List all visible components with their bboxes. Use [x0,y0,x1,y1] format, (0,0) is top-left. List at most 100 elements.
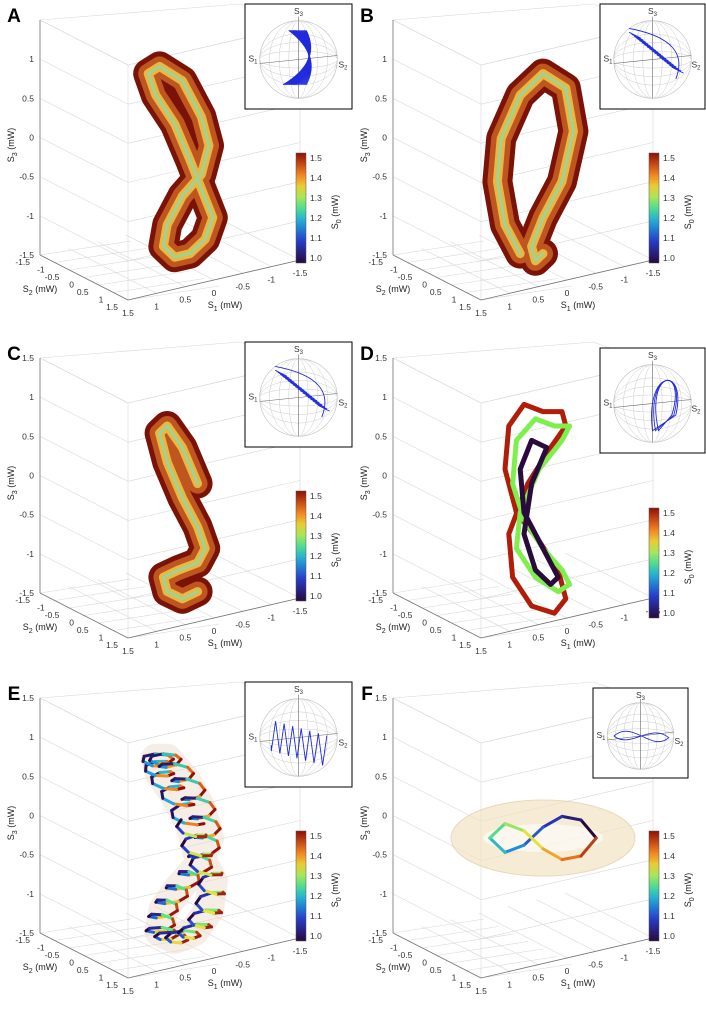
colorbar-tick-label: 1.2 [310,213,322,223]
z-tick-label: 1.5 [375,353,387,363]
y-tick-label: 1.5 [106,640,118,650]
sphere-axis [259,393,338,402]
z-tick-label: -1 [379,549,387,559]
y-tick-label: -1.5 [368,935,383,945]
gridline [407,926,499,941]
x-tick-label: 0.5 [532,295,544,305]
y-tick-label: -0.5 [45,272,60,282]
inset-path [666,62,679,70]
inset-path [274,369,288,377]
y-tick-label: 0.5 [77,287,89,297]
gridline [422,255,514,271]
gridline [154,906,243,952]
inset-path [644,44,657,51]
y-tick-label: 0 [422,958,427,968]
wall-edge [392,341,594,359]
gridline [478,912,568,959]
panel-label: D [360,344,374,365]
axes-box [39,681,301,979]
colorbar-tick-label: 1.0 [663,608,675,618]
inset-trajectory [274,365,330,418]
inset-label-s2: S2 [338,398,348,410]
inset-path [317,404,330,412]
gridline [392,776,482,822]
x-axis-label: S1 (mW) [208,978,242,991]
x-tick-label: 1 [507,979,512,989]
gridline [97,919,186,965]
helix-segment [175,818,183,828]
colorbar-label: S0 (mW) [330,195,343,229]
y-tick-label: -1 [390,943,398,953]
colorbar-tick-label: 1.5 [663,508,675,518]
colorbar-tick-label: 1.4 [663,851,675,861]
colorbar [295,490,307,602]
inset-path [656,54,669,62]
colorbar-tick-label: 1.1 [310,911,322,921]
gridline [392,396,482,443]
z-tick-label: 0 [382,471,387,481]
curve-segment [522,825,545,847]
chart-panel-c: C 1.5 1 0.5 0 -0.5 -1 -1.5 -1.5 -1 -0.5 0 0.5 1 1.5 1.5… [0,338,353,676]
inset-path [639,40,652,47]
x-tick-label: -1.5 [293,268,308,278]
gridline [480,963,573,979]
gridline [39,215,129,262]
helix-segment [144,769,157,777]
torus-hole [483,824,603,852]
gridline [564,214,654,261]
gridline [451,608,543,624]
z-tick-label: -1 [26,211,34,221]
curve-segment [522,829,545,851]
gridline [421,586,510,632]
helix-segment [147,925,164,930]
helix-segment [183,796,199,800]
wall-edge [39,3,241,21]
y-tick-label: 1.5 [106,302,118,312]
helix-segment [169,940,183,945]
y-tick-label: -1 [37,603,45,613]
tube-core [146,64,215,259]
panel-label: F [361,684,373,705]
z-tick-label: -0.5 [372,172,387,182]
colorbar-tick-label: 1.2 [663,568,675,578]
gridline [127,623,220,639]
inset-path [287,380,300,387]
gridline [113,278,205,293]
gridline [54,926,146,941]
inset-label-s1: S1 [596,730,606,742]
colorbar-label: S0 (mW) [683,873,696,907]
chart-svg-d: D 1.510.50-0.5-1-1.5-1.5-1-0.500.511.51.5… [359,341,706,656]
helix-segment [150,752,165,758]
gridline [69,933,161,949]
colorbar [648,152,660,264]
inset-path [634,36,647,43]
y-tick-label: -0.5 [398,610,413,620]
z-tick-label: -1.5 [19,588,34,598]
y-tick-label: -1 [390,265,398,275]
gridline [113,616,205,631]
colorbar-tick-label: 1.4 [310,851,322,861]
z-tick-label: -1 [379,889,387,899]
x-tick-label: 0 [212,966,217,976]
colorbar-label: S0 (mW) [683,550,696,584]
x-tick-label: -0.5 [588,281,603,291]
helix-segment [152,928,168,934]
y-axis-line [39,932,129,979]
axes-box [39,341,301,639]
inset-path [655,379,676,432]
wall-edge [39,681,241,699]
colorbar-tick-label: 1.4 [310,173,322,183]
inset-path [282,376,295,383]
y-tick-label: -0.5 [398,950,413,960]
chart-svg-c: C 1.510.50-0.5-1-1.5-1.5-1-0.500.511.51.5… [6,341,353,656]
inset-path [312,400,325,408]
inset-path [664,60,677,68]
z-tick-label: 0 [382,133,387,143]
helix-segment [160,913,175,921]
z-tick-label: -0.5 [19,850,34,860]
colorbar-tick-label: 1.3 [310,871,322,881]
gridline [392,514,482,560]
x-tick-label: -1 [621,275,629,285]
gridline [69,593,161,609]
colorbar-tick-label: 1.4 [663,528,675,538]
